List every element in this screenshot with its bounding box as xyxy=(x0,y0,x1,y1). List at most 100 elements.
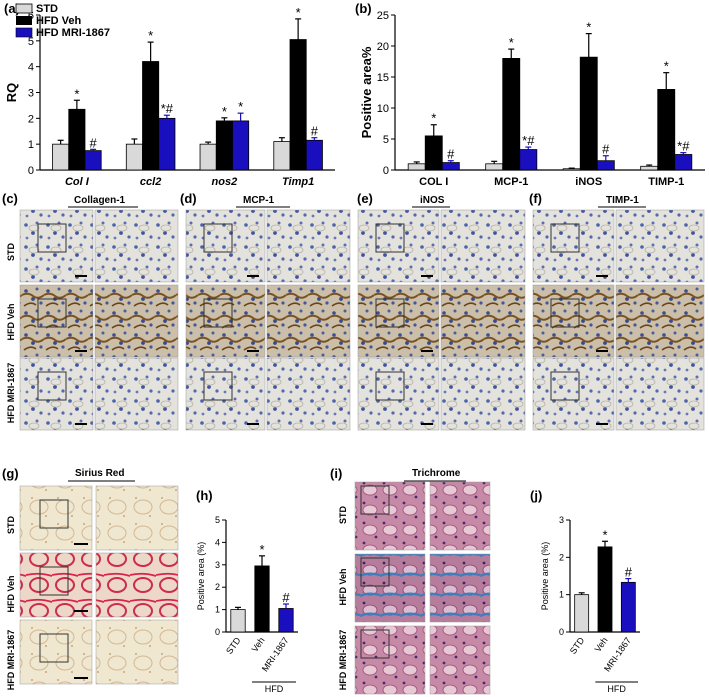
legend-label-veh: HFD Veh xyxy=(36,15,82,27)
y-axis-title: Positive area% xyxy=(359,46,374,138)
y-tick-label: 5 xyxy=(215,515,220,525)
significance-mark: # xyxy=(625,565,633,580)
micrograph-low-mag xyxy=(354,481,426,551)
micro-title-mcp1: MCP-1 xyxy=(243,195,275,206)
micrograph-high-mag xyxy=(440,357,526,431)
panel-label-g: (g) xyxy=(2,466,19,481)
micrograph-low-mag xyxy=(532,284,615,358)
significance-mark: # xyxy=(311,124,319,139)
significance-mark: * xyxy=(296,5,301,20)
bar xyxy=(84,150,102,171)
x-tick-label: Timp1 xyxy=(282,176,314,188)
significance-mark: * xyxy=(664,59,669,74)
group-label: HFD xyxy=(265,684,284,694)
micrograph-high-mag xyxy=(266,284,351,358)
micro-title-timp1: TIMP-1 xyxy=(606,195,639,206)
micrograph-low-mag xyxy=(357,357,440,431)
zoom-box xyxy=(37,371,67,401)
bar xyxy=(574,594,590,633)
significance-mark: * xyxy=(222,104,227,119)
micrograph-low-mag xyxy=(19,284,94,358)
x-tick-label: Veh xyxy=(250,635,267,653)
micrograph-high-mag xyxy=(94,357,179,431)
zoom-box xyxy=(39,566,69,596)
legend-label-std: STD xyxy=(36,3,58,15)
significance-mark: * xyxy=(602,527,607,542)
bar xyxy=(657,89,676,171)
panel-label-j: (j) xyxy=(530,488,542,503)
zoom-box xyxy=(360,485,390,515)
panel-label-e: (e) xyxy=(357,191,373,206)
y-tick-label: 3 xyxy=(559,515,564,525)
bar xyxy=(68,108,86,171)
zoom-box xyxy=(203,371,233,401)
panel-label-c: (c) xyxy=(2,191,18,206)
micrograph-high-mag xyxy=(615,357,705,431)
y-tick-label: 4 xyxy=(28,62,34,74)
micro-title-inos: iNOS xyxy=(420,195,445,206)
significance-mark: # xyxy=(282,590,290,605)
row-label-std-g: STD xyxy=(6,515,16,534)
significance-mark: * xyxy=(431,111,436,126)
significance-mark: *# xyxy=(677,139,690,154)
bar xyxy=(289,39,307,171)
bar xyxy=(273,141,291,171)
zoom-box xyxy=(550,298,580,328)
panel-label-h: (h) xyxy=(196,488,213,503)
y-tick-label: 5 xyxy=(383,134,389,146)
row-label-mri-c: HFD MRI-1867 xyxy=(6,363,16,424)
y-tick-label: 3 xyxy=(215,560,220,570)
bar xyxy=(158,117,176,171)
bar xyxy=(305,139,323,171)
micrograph-low-mag xyxy=(532,357,615,431)
bar xyxy=(52,143,70,171)
micrograph-low-mag xyxy=(19,357,94,431)
micrograph-low-mag xyxy=(354,625,426,695)
y-tick-label: 0 xyxy=(559,627,564,637)
y-tick-label: 2 xyxy=(215,582,220,592)
bar xyxy=(278,608,294,633)
micrograph-high-mag xyxy=(429,481,491,551)
x-tick-label: Col I xyxy=(65,176,90,188)
bar xyxy=(142,61,160,171)
y-tick-label: 1 xyxy=(28,139,34,151)
micrograph-high-mag xyxy=(94,209,179,283)
micrograph-low-mag xyxy=(19,619,93,685)
zoom-box xyxy=(375,298,405,328)
micrograph-low-mag xyxy=(19,485,93,551)
zoom-box xyxy=(39,633,69,663)
y-tick-label: 4 xyxy=(215,537,220,547)
bar xyxy=(620,581,636,633)
chart-a: 0123456RQCol I*#ccl2**#nos2**Timp1*# xyxy=(4,5,335,188)
x-tick-label: STD xyxy=(568,635,587,656)
micrograph-high-mag xyxy=(95,552,179,618)
legend-swatch-mri xyxy=(15,27,33,38)
y-tick-label: 2 xyxy=(559,552,564,562)
x-tick-label: Veh xyxy=(593,635,610,653)
micrograph-high-mag xyxy=(615,209,705,283)
y-tick-label: 1 xyxy=(215,605,220,615)
legend-a: STD HFD Veh HFD MRI-1867 xyxy=(15,3,110,39)
significance-mark: *# xyxy=(161,101,174,116)
significance-mark: *# xyxy=(522,133,535,148)
y-tick-label: 10 xyxy=(377,103,389,115)
micrograph-grid-cf: (c) (d) (e) (f) Collagen-1 MCP-1 iNOS TI… xyxy=(2,191,705,431)
bar xyxy=(254,565,270,633)
micrograph-high-mag xyxy=(266,209,351,283)
micrograph-high-mag xyxy=(440,209,526,283)
bar xyxy=(424,135,443,171)
bar xyxy=(519,149,538,171)
x-tick-label: iNOS xyxy=(575,176,602,188)
significance-mark: * xyxy=(148,28,153,43)
panel-label-d: (d) xyxy=(180,191,197,206)
zoom-box xyxy=(360,557,390,587)
y-axis-title: Positive area (%) xyxy=(196,542,206,611)
y-tick-label: 0 xyxy=(28,165,34,177)
y-tick-label: 25 xyxy=(377,10,389,22)
row-label-veh-i: HFD Veh xyxy=(338,568,348,605)
micro-title-collagen: Collagen-1 xyxy=(74,195,126,206)
y-tick-label: 1 xyxy=(559,590,564,600)
significance-mark: * xyxy=(509,35,514,50)
